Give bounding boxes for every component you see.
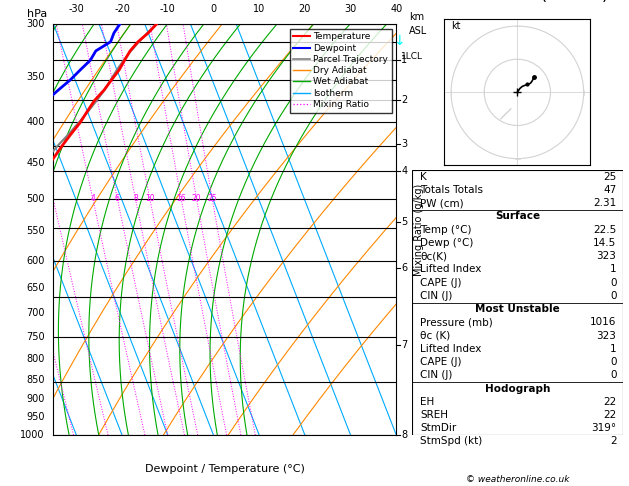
Text: K: K (420, 172, 427, 182)
Text: 7: 7 (401, 341, 408, 350)
Text: kt: kt (451, 21, 460, 32)
Text: 10: 10 (145, 194, 155, 203)
Text: 400: 400 (26, 118, 45, 127)
Text: Pressure (mb): Pressure (mb) (420, 317, 493, 328)
Text: ↓: ↓ (394, 34, 405, 48)
Text: 850: 850 (26, 375, 45, 384)
Text: 450: 450 (26, 157, 45, 168)
Text: θᴄ (K): θᴄ (K) (420, 330, 450, 341)
Text: 20: 20 (299, 4, 311, 14)
Text: SREH: SREH (420, 410, 448, 420)
Text: 950: 950 (26, 413, 45, 422)
Text: 5: 5 (401, 217, 408, 227)
Text: Mixing Ratio (g/kg): Mixing Ratio (g/kg) (413, 184, 423, 276)
Text: 1LCL: 1LCL (401, 52, 423, 61)
Text: Dewp (°C): Dewp (°C) (420, 238, 474, 248)
Text: CIN (J): CIN (J) (420, 291, 453, 301)
Text: 22: 22 (603, 397, 616, 407)
Text: 14.5: 14.5 (593, 238, 616, 248)
Text: 1: 1 (610, 264, 616, 275)
Text: 2: 2 (610, 436, 616, 446)
Text: StmSpd (kt): StmSpd (kt) (420, 436, 482, 446)
Text: 750: 750 (26, 332, 45, 342)
Text: © weatheronline.co.uk: © weatheronline.co.uk (465, 474, 569, 484)
Text: 8: 8 (401, 430, 408, 440)
Text: 22: 22 (603, 410, 616, 420)
Text: -10: -10 (160, 4, 175, 14)
Text: 8: 8 (133, 194, 138, 203)
Text: -20: -20 (114, 4, 130, 14)
Text: Temp (°C): Temp (°C) (420, 225, 472, 235)
Text: 30: 30 (345, 4, 357, 14)
Text: 4: 4 (401, 166, 408, 176)
Text: 6: 6 (401, 262, 408, 273)
Text: Lifted Index: Lifted Index (420, 344, 482, 354)
Text: 800: 800 (26, 354, 45, 364)
Text: EH: EH (420, 397, 435, 407)
Text: 04.06.2024 12GMT (Base: 12): 04.06.2024 12GMT (Base: 12) (426, 0, 608, 2)
Text: 1000: 1000 (20, 430, 45, 440)
Text: CAPE (J): CAPE (J) (420, 278, 462, 288)
Text: 40°27'N 50°04'E  -3m ASL: 40°27'N 50°04'E -3m ASL (94, 0, 274, 2)
Text: 16: 16 (176, 194, 186, 203)
Text: 0: 0 (610, 278, 616, 288)
Text: 3: 3 (401, 139, 408, 149)
Text: Totals Totals: Totals Totals (420, 185, 484, 195)
Text: Surface: Surface (495, 211, 540, 222)
Text: 319°: 319° (591, 423, 616, 434)
Text: 650: 650 (26, 283, 45, 293)
Text: 2: 2 (401, 95, 408, 105)
Text: 6: 6 (115, 194, 120, 203)
Text: 500: 500 (26, 193, 45, 204)
Text: 4: 4 (91, 194, 95, 203)
Text: 22.5: 22.5 (593, 225, 616, 235)
Text: hPa: hPa (27, 9, 47, 19)
Text: 323: 323 (596, 251, 616, 261)
Text: 0: 0 (610, 370, 616, 381)
Text: ASL: ASL (409, 26, 427, 36)
Text: 323: 323 (596, 330, 616, 341)
Text: 0: 0 (210, 4, 216, 14)
Text: Dewpoint / Temperature (°C): Dewpoint / Temperature (°C) (145, 464, 305, 474)
Text: 700: 700 (26, 308, 45, 318)
Text: PW (cm): PW (cm) (420, 198, 464, 208)
Text: 25: 25 (208, 194, 217, 203)
Legend: Temperature, Dewpoint, Parcel Trajectory, Dry Adiabat, Wet Adiabat, Isotherm, Mi: Temperature, Dewpoint, Parcel Trajectory… (290, 29, 392, 113)
Text: 550: 550 (26, 226, 45, 236)
Text: θᴄ(K): θᴄ(K) (420, 251, 447, 261)
Text: 300: 300 (26, 19, 45, 29)
Text: 0: 0 (610, 357, 616, 367)
Text: 2.31: 2.31 (593, 198, 616, 208)
Text: km: km (409, 12, 424, 22)
Text: 20: 20 (192, 194, 201, 203)
Text: 1: 1 (401, 55, 408, 65)
Text: CIN (J): CIN (J) (420, 370, 453, 381)
Text: 25: 25 (603, 172, 616, 182)
Text: Hodograph: Hodograph (485, 383, 550, 394)
Text: StmDir: StmDir (420, 423, 457, 434)
Text: Lifted Index: Lifted Index (420, 264, 482, 275)
Text: 0: 0 (610, 291, 616, 301)
Text: 900: 900 (26, 394, 45, 404)
Text: 40: 40 (390, 4, 403, 14)
Text: 1016: 1016 (590, 317, 616, 328)
Text: 47: 47 (603, 185, 616, 195)
Text: Most Unstable: Most Unstable (475, 304, 560, 314)
Text: 350: 350 (26, 72, 45, 82)
Text: CAPE (J): CAPE (J) (420, 357, 462, 367)
Text: 600: 600 (26, 256, 45, 266)
Text: 10: 10 (253, 4, 265, 14)
Text: 1: 1 (610, 344, 616, 354)
Text: -30: -30 (69, 4, 84, 14)
